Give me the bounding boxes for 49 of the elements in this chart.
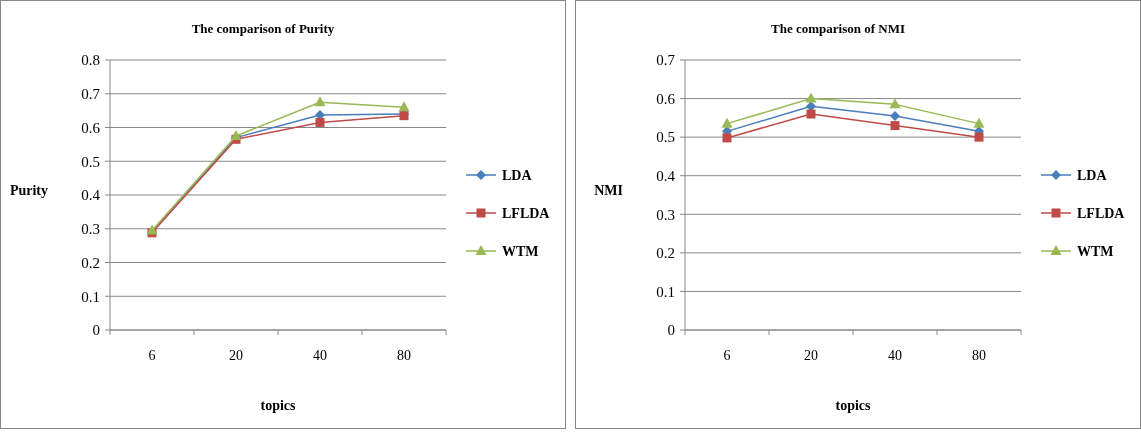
y-tick-label: 0.1 xyxy=(81,288,100,305)
chart-title: The comparison of NMI xyxy=(771,21,905,36)
x-tick-label: 6 xyxy=(148,348,156,363)
y-axis-title: NMI xyxy=(594,183,623,198)
point xyxy=(890,110,900,121)
point xyxy=(805,92,817,103)
y-axis-title: Purity xyxy=(9,183,48,198)
legend-label: WTM xyxy=(1077,243,1114,259)
y-tick-label: 0.2 xyxy=(656,245,675,262)
y-tick-label: 0.5 xyxy=(81,153,100,170)
y-tick-label: 0.7 xyxy=(81,86,101,102)
y-tick-label: 0.1 xyxy=(656,283,675,300)
legend-label: WTM xyxy=(502,243,539,259)
point xyxy=(315,117,325,127)
y-tick-label: 0.8 xyxy=(81,52,100,69)
chart-title: The comparison of Purity xyxy=(191,21,335,36)
y-tick-label: 0.3 xyxy=(656,206,675,223)
y-tick-label: 0.6 xyxy=(81,119,101,136)
x-tick-label: 80 xyxy=(972,348,986,363)
point xyxy=(889,98,901,109)
x-axis-title: topics xyxy=(835,398,872,413)
legend-label: LFLDA xyxy=(502,205,551,221)
y-tick-label: 0.3 xyxy=(81,221,100,237)
legend-label: LDA xyxy=(1077,167,1108,183)
legend-label: LFLDA xyxy=(1077,205,1126,221)
y-tick-label: 0.7 xyxy=(656,52,676,69)
y-tick-label: 0.5 xyxy=(656,129,675,146)
x-tick-label: 20 xyxy=(229,348,243,363)
x-tick-label: 80 xyxy=(397,348,411,363)
y-tick-label: 0.4 xyxy=(81,187,101,204)
x-tick-label: 40 xyxy=(888,348,902,363)
point xyxy=(722,133,732,143)
x-tick-label: 40 xyxy=(313,348,327,363)
x-axis-title: topics xyxy=(260,398,297,413)
point xyxy=(973,117,985,128)
point xyxy=(806,109,816,119)
y-tick-label: 0 xyxy=(92,322,100,339)
x-tick-label: 6 xyxy=(723,348,731,363)
point xyxy=(398,101,410,112)
point xyxy=(890,121,900,131)
legend-label: LDA xyxy=(502,167,533,183)
point xyxy=(721,117,733,128)
y-tick-label: 0.6 xyxy=(656,90,676,107)
y-tick-label: 0 xyxy=(667,322,675,339)
x-tick-label: 20 xyxy=(804,348,818,363)
y-tick-label: 0.4 xyxy=(656,167,676,184)
point xyxy=(314,96,326,107)
y-tick-label: 0.2 xyxy=(81,254,100,271)
point xyxy=(974,132,984,142)
